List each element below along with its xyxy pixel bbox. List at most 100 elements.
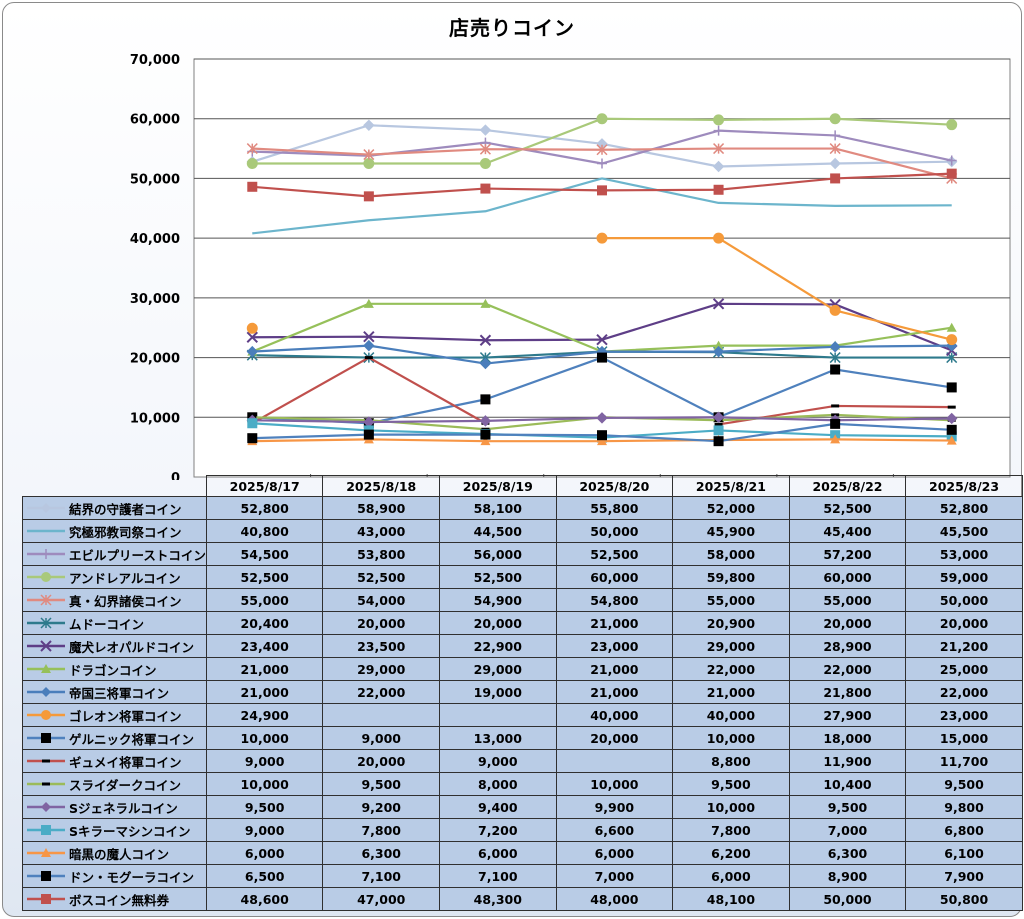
data-point [363, 191, 374, 202]
legend-entry: ボスコイン無料券 [22, 887, 207, 911]
data-point [712, 345, 725, 358]
data-point [830, 130, 841, 141]
data-point [247, 418, 258, 429]
data-label: 6,800 [905, 818, 1023, 842]
data-point [946, 424, 957, 435]
legend-entry: ムドーコイン [22, 611, 207, 635]
data-label: 7,900 [905, 864, 1023, 888]
data-point [363, 158, 375, 169]
data-label: 23,000 [905, 703, 1023, 727]
series-16 [247, 418, 957, 447]
data-label: 9,000 [205, 818, 324, 842]
data-label: 21,000 [205, 680, 324, 704]
y-tick-label: 70,000 [130, 53, 180, 68]
data-label: 9,500 [788, 795, 907, 819]
data-table: 2025/8/17 2025/8/18 2025/8/19 2025/8/20 2025… [22, 475, 1023, 911]
data-point [713, 340, 724, 350]
data-label: 40,000 [555, 703, 674, 727]
series-name: ドン・モグーラコイン [69, 869, 195, 885]
data-point [946, 322, 957, 332]
data-point [713, 125, 724, 136]
data-label: 54,000 [322, 588, 441, 612]
data-label: 6,000 [555, 841, 674, 865]
data-label [555, 749, 674, 773]
data-point [829, 304, 841, 316]
data-label: 15,000 [905, 726, 1023, 750]
table-row: ゴレオン将軍コイン 24,900 40,000 40,000 27,900 23,000 [22, 703, 1023, 727]
series-name: ドラゴンコイン [69, 662, 157, 678]
data-point [829, 157, 841, 170]
data-point [946, 435, 957, 445]
table-row: ボスコイン無料券 48,600 47,000 48,300 48,000 48,100 50… [22, 887, 1023, 911]
legend-key-icon [25, 846, 67, 860]
data-point [480, 298, 491, 308]
series-8 [246, 339, 958, 370]
data-label: 6,500 [205, 864, 324, 888]
data-point [830, 173, 841, 184]
data-label: 8,000 [439, 772, 557, 796]
legend-key-icon [25, 869, 67, 883]
data-label: 60,000 [555, 565, 674, 589]
series-name: エビルプリーストコイン [69, 547, 206, 563]
table-row: Sジェネラルコイン 9,500 9,200 9,400 9,900 10,000 9,500… [22, 795, 1023, 819]
data-label: 22,000 [788, 657, 907, 681]
data-label: 6,000 [439, 841, 557, 865]
data-point [713, 425, 724, 436]
table-row: Sキラーマシンコイン 9,000 7,800 7,200 6,600 7,800 7,000… [22, 818, 1023, 842]
data-label: 11,700 [905, 749, 1023, 773]
data-label: 19,000 [439, 680, 557, 704]
data-point [947, 405, 956, 409]
x-tick-label: 2025/8/18 [322, 475, 441, 497]
data-label: 50,000 [555, 519, 674, 543]
legend-key-icon [25, 708, 67, 722]
data-label: 52,800 [905, 496, 1023, 520]
data-label: 45,400 [788, 519, 907, 543]
data-point [597, 436, 607, 446]
data-label: 20,000 [322, 749, 441, 773]
data-label: 50,000 [788, 887, 907, 911]
data-label: 40,800 [205, 519, 324, 543]
data-point [246, 345, 258, 358]
data-point [713, 143, 725, 155]
legend-entry: エビルプリーストコイン [22, 542, 207, 566]
data-label: 9,000 [205, 749, 324, 773]
data-label: 11,900 [788, 749, 907, 773]
data-point [597, 352, 607, 363]
data-point [480, 394, 491, 405]
data-label: 6,100 [905, 841, 1023, 865]
data-point [712, 411, 725, 423]
data-label: 27,900 [788, 703, 907, 727]
data-label: 20,000 [788, 611, 907, 635]
data-label: 58,000 [672, 542, 790, 566]
data-point [713, 436, 724, 447]
data-point [480, 429, 491, 440]
data-label: 7,800 [672, 818, 790, 842]
table-row: ムドーコイン 20,400 20,000 20,000 21,000 20,900 20,0… [22, 611, 1023, 635]
data-label: 23,400 [205, 634, 324, 658]
table-row: エビルプリーストコイン 54,500 53,800 56,000 52,500 58,00… [22, 542, 1023, 566]
data-point [597, 185, 607, 196]
data-point [713, 114, 725, 126]
data-label: 54,800 [555, 588, 674, 612]
series-name: 暗黒の魔人コイン [69, 846, 170, 862]
data-point [479, 357, 492, 370]
data-label: 55,800 [555, 496, 674, 520]
y-tick-label: 30,000 [130, 292, 180, 307]
data-label: 21,800 [788, 680, 907, 704]
data-label: 59,000 [905, 565, 1023, 589]
data-label: 22,900 [439, 634, 557, 658]
legend-key-icon [25, 662, 67, 676]
data-label: 45,500 [905, 519, 1023, 543]
x-tick-label: 2025/8/17 [205, 475, 324, 497]
y-tick-label: 50,000 [130, 172, 180, 187]
data-point [829, 143, 841, 155]
data-label: 58,100 [439, 496, 557, 520]
data-label: 20,400 [205, 611, 324, 635]
data-point [830, 418, 841, 429]
data-label: 48,000 [555, 887, 674, 911]
data-point [246, 143, 258, 155]
data-label: 9,400 [439, 795, 557, 819]
x-tick-label: 2025/8/22 [788, 475, 907, 497]
data-label: 21,000 [555, 680, 674, 704]
legend-entry: 結界の守護者コイン [22, 496, 207, 520]
